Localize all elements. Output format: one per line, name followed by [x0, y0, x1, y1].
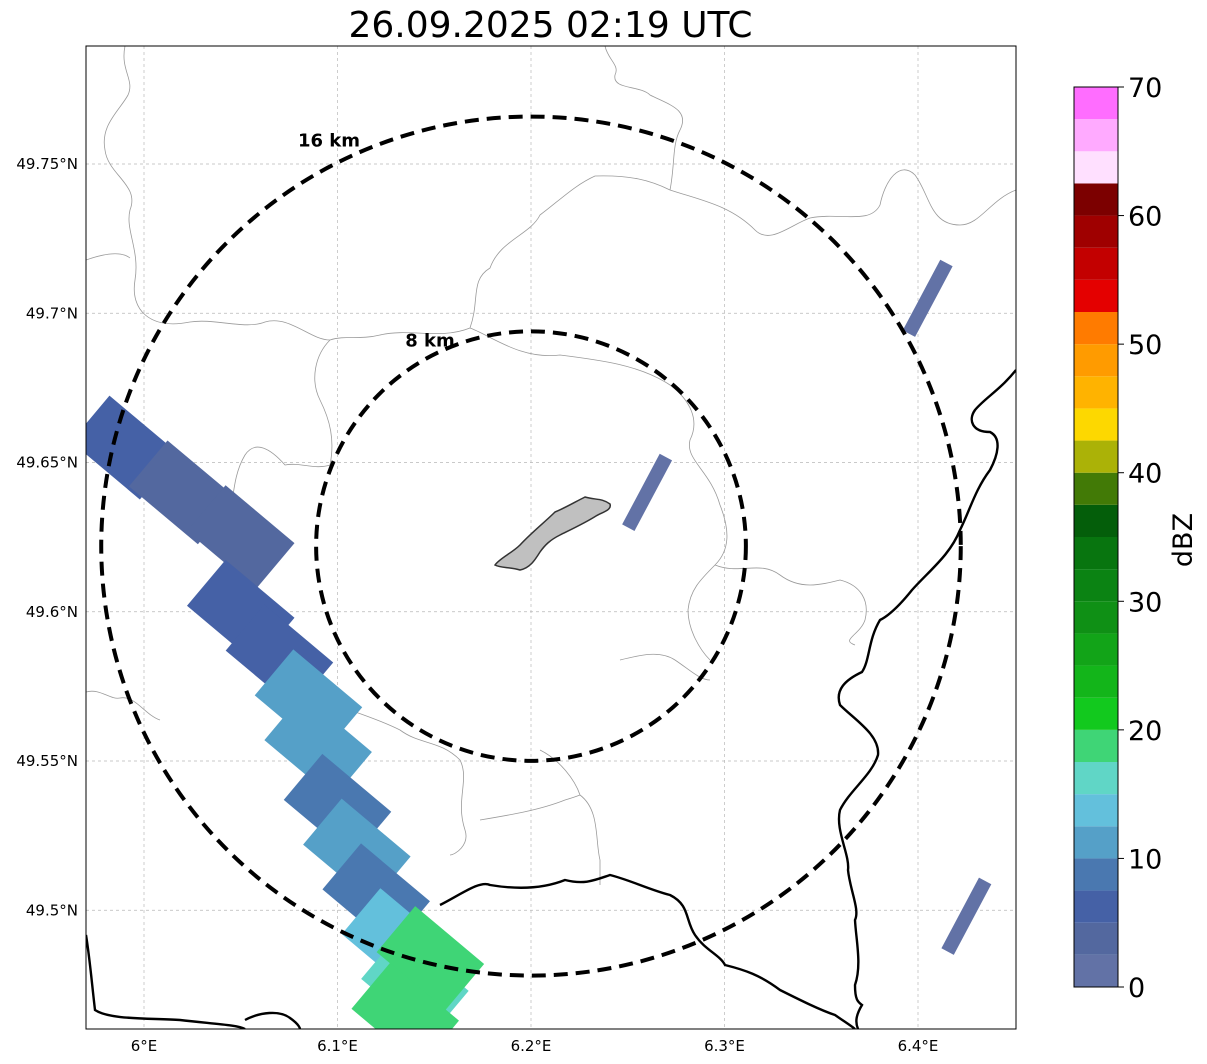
colorbar-segment: [1074, 472, 1118, 505]
precip-cell: [902, 259, 953, 337]
range-ring: [99, 114, 963, 978]
colorbar-segment: [1074, 697, 1118, 730]
map-frame: [85, 45, 1017, 1030]
colorbar-segment: [1074, 215, 1118, 248]
colorbar-segment: [1074, 279, 1118, 312]
colorbar-segment: [1074, 119, 1118, 152]
colorbar: 0 10 20 30 40 50 60 70 dBZ: [1073, 73, 1199, 1004]
colorbar-segment: [1074, 794, 1118, 827]
range-ring-label: 8 km: [405, 330, 455, 351]
admin-boundaries: [86, 46, 1016, 885]
colorbar-segment: [1074, 954, 1118, 987]
colorbar-segment: [1074, 344, 1118, 377]
radar-precipitation-layer: [86, 259, 992, 1029]
longitude-labels: 6°E 6.1°E 6.2°E 6.3°E 6.4°E: [131, 1037, 939, 1055]
colorbar-tick-label: 10: [1128, 844, 1162, 875]
colorbar-segments: [1074, 87, 1118, 987]
colorbar-segment: [1074, 633, 1118, 666]
colorbar-segment: [1074, 729, 1118, 762]
colorbar-segment: [1074, 408, 1118, 441]
colorbar-segment: [1074, 247, 1118, 280]
range-ring-label: 16 km: [298, 131, 360, 152]
latitude-tick-label: 49.6°N: [26, 603, 78, 621]
colorbar-segment: [1074, 376, 1118, 409]
colorbar-segment: [1074, 762, 1118, 795]
colorbar-segment: [1074, 826, 1118, 859]
precip-cell: [622, 453, 673, 531]
colorbar-segment: [1074, 312, 1118, 345]
colorbar-tick-label: 0: [1128, 973, 1145, 1004]
colorbar-tick-label: 50: [1128, 330, 1162, 361]
colorbar-segment: [1074, 890, 1118, 923]
colorbar-segment: [1074, 87, 1118, 120]
colorbar-tick-label: 30: [1128, 587, 1162, 618]
national-borders: [86, 369, 1016, 1029]
colorbar-tick-label: 40: [1128, 459, 1162, 490]
latitude-tick-label: 49.75°N: [16, 155, 78, 173]
latitude-tick-label: 49.55°N: [16, 752, 78, 770]
colorbar-segment: [1074, 569, 1118, 602]
city-area-polygon: [493, 496, 612, 571]
colorbar-segment: [1074, 601, 1118, 634]
colorbar-segment: [1074, 440, 1118, 473]
colorbar-tick-label: 70: [1128, 73, 1162, 104]
colorbar-segment: [1074, 183, 1118, 216]
latitude-tick-label: 49.5°N: [26, 901, 78, 919]
precip-cell: [186, 485, 295, 590]
colorbar-segment: [1074, 537, 1118, 570]
longitude-tick-label: 6.3°E: [704, 1037, 745, 1055]
precip-cell: [376, 906, 485, 1010]
map-title: 26.09.2025 02:19 UTC: [348, 5, 753, 46]
colorbar-tick-label: 60: [1128, 202, 1162, 233]
precip-cell: [351, 962, 459, 1029]
range-rings: 8 km 16 km: [99, 114, 963, 978]
colorbar-segment: [1074, 858, 1118, 891]
longitude-tick-label: 6.4°E: [898, 1037, 939, 1055]
map-plot-area: 8 km 16 km: [86, 46, 1016, 1029]
colorbar-frame: [1073, 86, 1119, 988]
latitude-tick-label: 49.7°N: [26, 304, 78, 322]
longitude-tick-label: 6.2°E: [511, 1037, 552, 1055]
latitude-labels: 49.75°N 49.7°N 49.65°N 49.6°N 49.55°N 49.5°N: [16, 155, 78, 919]
colorbar-segment: [1074, 504, 1118, 537]
colorbar-ticks: 0 10 20 30 40 50 60 70: [1118, 73, 1162, 1004]
precip-cell: [264, 694, 372, 798]
colorbar-tick-label: 20: [1128, 716, 1162, 747]
graticule-gridlines: [86, 46, 1016, 1029]
range-ring: [314, 329, 748, 763]
latitude-tick-label: 49.65°N: [16, 454, 78, 472]
colorbar-segment: [1074, 151, 1118, 184]
colorbar-segment: [1074, 665, 1118, 698]
precip-cell: [941, 877, 992, 955]
colorbar-segment: [1074, 922, 1118, 955]
longitude-tick-label: 6°E: [131, 1037, 158, 1055]
longitude-tick-label: 6.1°E: [317, 1037, 358, 1055]
colorbar-label: dBZ: [1168, 513, 1199, 567]
